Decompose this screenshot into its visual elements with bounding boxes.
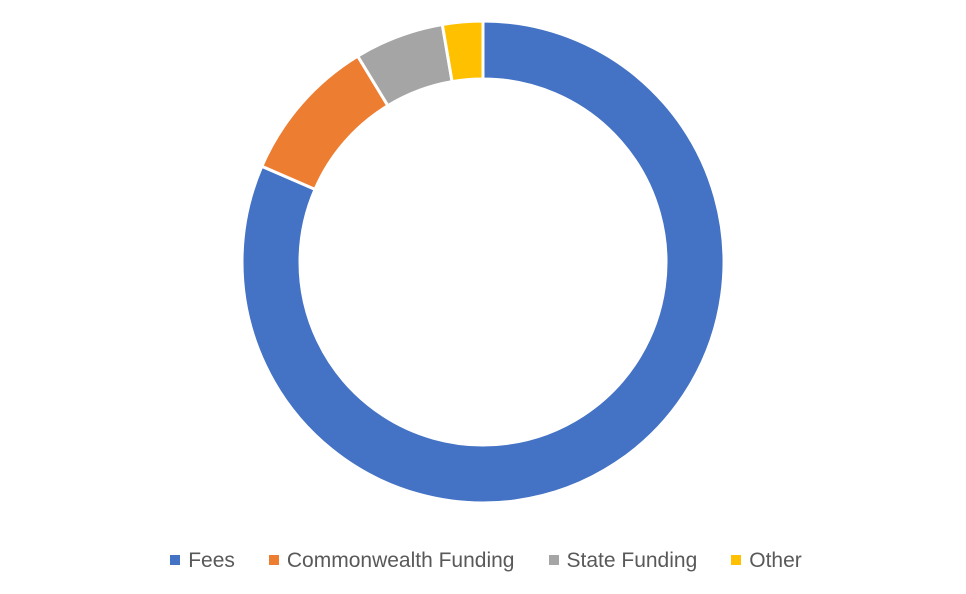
legend-item-state-funding: State Funding xyxy=(548,548,698,572)
legend-item-commonwealth-funding: Commonwealth Funding xyxy=(268,548,515,572)
donut-slice-other xyxy=(440,19,485,84)
legend-item-fees: Fees xyxy=(170,550,235,571)
legend-swatch-state-funding xyxy=(548,555,559,565)
legend-swatch-other xyxy=(731,555,742,565)
legend-item-other: Other xyxy=(731,550,802,571)
legend-label-state-funding: State Funding xyxy=(566,548,698,572)
donut-slices xyxy=(240,19,726,505)
legend-label-fees: Fees xyxy=(188,548,235,572)
legend-swatch-fees xyxy=(170,555,181,565)
legend-label-commonwealth-funding: Commonwealth Funding xyxy=(286,548,515,572)
donut-slice-fees xyxy=(240,19,726,505)
legend-swatch-commonwealth-funding xyxy=(268,555,279,565)
legend-label-other: Other xyxy=(749,548,802,572)
legend: Fees Commonwealth Funding State Funding … xyxy=(0,543,966,577)
